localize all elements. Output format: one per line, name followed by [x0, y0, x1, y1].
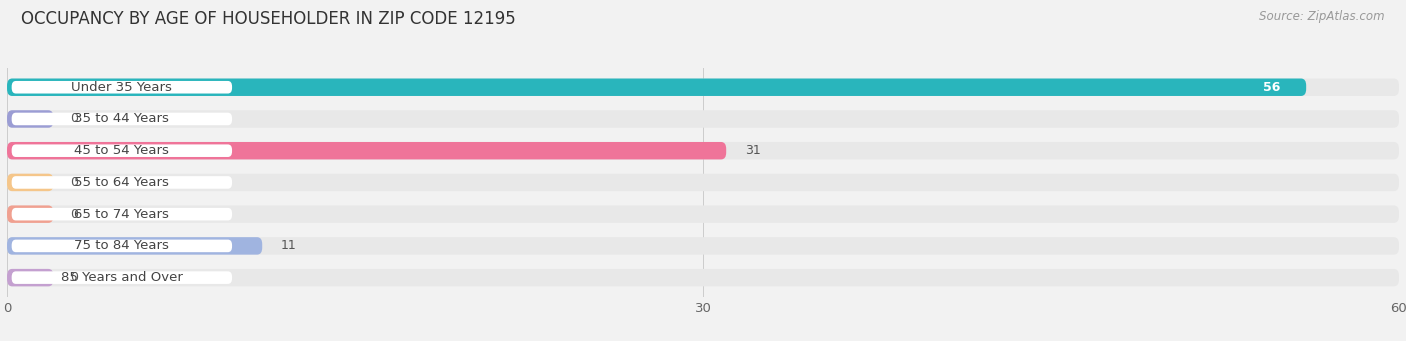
Text: 55 to 64 Years: 55 to 64 Years [75, 176, 169, 189]
FancyBboxPatch shape [1239, 81, 1303, 93]
FancyBboxPatch shape [11, 176, 232, 189]
FancyBboxPatch shape [11, 271, 232, 284]
FancyBboxPatch shape [11, 240, 232, 252]
FancyBboxPatch shape [11, 208, 232, 220]
Text: 85 Years and Over: 85 Years and Over [60, 271, 183, 284]
Text: 11: 11 [281, 239, 297, 252]
FancyBboxPatch shape [7, 174, 53, 191]
Text: 0: 0 [70, 176, 77, 189]
FancyBboxPatch shape [11, 81, 232, 93]
FancyBboxPatch shape [7, 174, 1399, 191]
Text: 35 to 44 Years: 35 to 44 Years [75, 113, 169, 125]
FancyBboxPatch shape [7, 237, 1399, 255]
FancyBboxPatch shape [7, 205, 1399, 223]
Text: 31: 31 [745, 144, 761, 157]
FancyBboxPatch shape [7, 269, 53, 286]
FancyBboxPatch shape [7, 142, 1399, 160]
Text: 0: 0 [70, 208, 77, 221]
FancyBboxPatch shape [7, 205, 53, 223]
FancyBboxPatch shape [7, 142, 727, 160]
FancyBboxPatch shape [7, 78, 1399, 96]
FancyBboxPatch shape [11, 113, 232, 125]
FancyBboxPatch shape [7, 237, 262, 255]
FancyBboxPatch shape [7, 269, 1399, 286]
Text: 0: 0 [70, 271, 77, 284]
Text: 56: 56 [1263, 81, 1279, 94]
Text: Under 35 Years: Under 35 Years [72, 81, 173, 94]
Text: 0: 0 [70, 113, 77, 125]
FancyBboxPatch shape [11, 145, 232, 157]
Text: 45 to 54 Years: 45 to 54 Years [75, 144, 169, 157]
Text: Source: ZipAtlas.com: Source: ZipAtlas.com [1260, 10, 1385, 23]
FancyBboxPatch shape [7, 110, 53, 128]
Text: OCCUPANCY BY AGE OF HOUSEHOLDER IN ZIP CODE 12195: OCCUPANCY BY AGE OF HOUSEHOLDER IN ZIP C… [21, 10, 516, 28]
FancyBboxPatch shape [7, 110, 1399, 128]
Text: 75 to 84 Years: 75 to 84 Years [75, 239, 169, 252]
Text: 65 to 74 Years: 65 to 74 Years [75, 208, 169, 221]
FancyBboxPatch shape [7, 78, 1306, 96]
